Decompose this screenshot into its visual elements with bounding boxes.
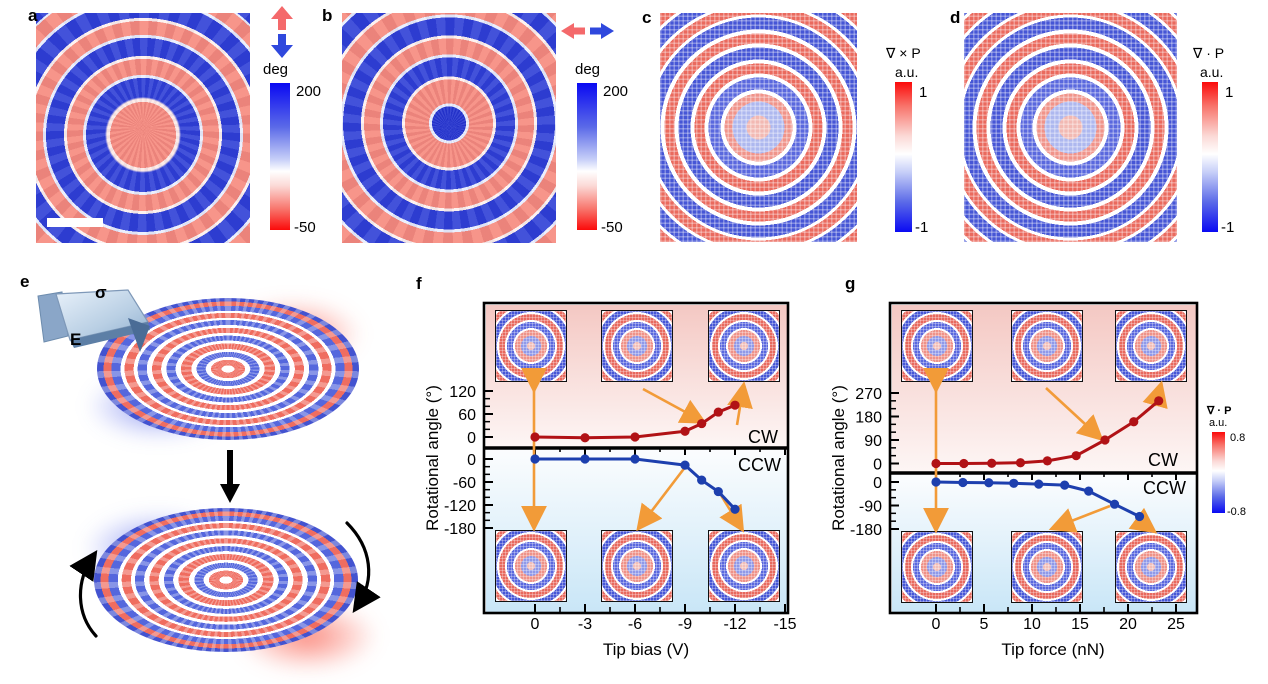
- svg-text:15: 15: [1071, 616, 1089, 633]
- panel-a-phase-image: [36, 13, 250, 243]
- chart-f-inset-ccw-1: [495, 530, 567, 602]
- chart-f-inset-ccw-3: [708, 530, 780, 602]
- panel-g-colorbar-units: a.u.: [1209, 417, 1228, 429]
- chart-f-yaxis-title: Rotational angle (°): [423, 385, 442, 531]
- chart-f-cw-label: CW: [748, 427, 778, 447]
- svg-text:270: 270: [855, 386, 882, 403]
- chart-g-inset-ccw-2: [1011, 531, 1083, 603]
- chart-g-inset-cw-3: [1115, 310, 1187, 382]
- panel-d-colorbar-min: -1: [1221, 219, 1235, 236]
- svg-text:-9: -9: [678, 616, 692, 633]
- panel-g-label: g: [845, 274, 856, 293]
- svg-text:-120: -120: [444, 498, 476, 515]
- chart-g-ccw-label: CCW: [1143, 478, 1186, 498]
- svg-text:25: 25: [1167, 616, 1185, 633]
- svg-text:20: 20: [1119, 616, 1137, 633]
- vertical-double-arrow-icon: [271, 6, 293, 58]
- svg-text:-180: -180: [444, 521, 476, 538]
- panel-b-colorbar-gradient: [577, 83, 597, 230]
- chart-g-inset-cw-1: [901, 310, 973, 382]
- panel-a-colorbar-min: -50: [294, 219, 316, 236]
- panel-f-label: f: [416, 274, 422, 293]
- svg-text:180: 180: [855, 410, 882, 427]
- panel-b-phase-image: [342, 13, 556, 243]
- panel-d-label: d: [950, 8, 961, 27]
- chart-f-inset-cw-2: [601, 310, 673, 382]
- panel-d-colorbar-title: ∇ · P: [1193, 45, 1225, 61]
- stress-sigma-label: σ: [95, 283, 107, 302]
- svg-text:0: 0: [873, 457, 882, 474]
- panel-b-colorbar-max: 200: [603, 83, 629, 100]
- polar-spiral-rotated: [94, 508, 358, 652]
- efield-label: E: [70, 330, 82, 349]
- panel-c-colorbar-title: ∇ × P: [886, 45, 921, 61]
- svg-text:5: 5: [980, 616, 989, 633]
- svg-text:90: 90: [864, 433, 882, 450]
- panel-c-label: c: [642, 8, 652, 27]
- svg-text:-90: -90: [859, 499, 882, 516]
- down-arrow: [220, 450, 240, 503]
- svg-text:0: 0: [932, 616, 941, 633]
- panel-a-colorbar-title: deg: [263, 61, 289, 78]
- polar-spiral-initial: [97, 298, 359, 440]
- panel-a-colorbar-gradient: [270, 83, 290, 230]
- panel-d-colorbar-units: a.u.: [1200, 64, 1224, 80]
- svg-text:0: 0: [467, 430, 476, 447]
- panel-b-colorbar-title: deg: [575, 61, 601, 78]
- svg-text:-60: -60: [453, 475, 476, 492]
- panel-d-colorbar-gradient: [1202, 82, 1218, 232]
- panel-c-curl-image: [660, 13, 857, 242]
- chart-f-ccw-label: CCW: [738, 455, 781, 475]
- chart-g-inset-cw-2: [1011, 310, 1083, 382]
- panel-g-colorbar-min: -0.8: [1227, 506, 1246, 518]
- chart-f-inset-cw-1: [495, 310, 567, 382]
- chart-f-xaxis-title: Tip bias (V): [602, 640, 690, 659]
- panel-e-label: e: [20, 272, 30, 291]
- scale-bar: [47, 218, 103, 227]
- svg-text:0: 0: [531, 616, 540, 633]
- svg-text:0: 0: [873, 475, 882, 492]
- panel-g-colorbar-gradient: [1212, 432, 1225, 513]
- chart-g-yaxis-title: Rotational angle (°): [829, 385, 848, 531]
- svg-text:-3: -3: [578, 616, 592, 633]
- chart-f-inset-cw-3: [708, 310, 780, 382]
- panel-c-colorbar-max: 1: [919, 84, 928, 101]
- svg-text:10: 10: [1023, 616, 1041, 633]
- svg-text:0: 0: [467, 452, 476, 469]
- chart-g-inset-ccw-3: [1115, 531, 1187, 603]
- panel-c-colorbar-units: a.u.: [895, 64, 919, 80]
- svg-text:-6: -6: [628, 616, 642, 633]
- chart-g-inset-ccw-1: [901, 531, 973, 603]
- svg-text:-180: -180: [850, 522, 882, 539]
- svg-text:60: 60: [458, 407, 476, 424]
- svg-text:-15: -15: [773, 616, 796, 633]
- panel-b-colorbar-min: -50: [601, 219, 623, 236]
- panel-g-colorbar-title: ∇ · P: [1207, 405, 1232, 417]
- panel-a-label: a: [28, 6, 38, 25]
- chart-g-cw-label: CW: [1148, 450, 1178, 470]
- panel-g-colorbar-max: 0.8: [1230, 432, 1246, 444]
- panel-b-label: b: [322, 6, 333, 25]
- horizontal-double-arrow-icon: [561, 23, 614, 39]
- panel-d-divergence-image: [964, 13, 1177, 242]
- panel-c-colorbar-gradient: [895, 82, 912, 232]
- chart-f-inset-ccw-2: [601, 530, 673, 602]
- panel-a-colorbar-max: 200: [296, 83, 322, 100]
- panel-d-colorbar-max: 1: [1225, 84, 1234, 101]
- svg-text:120: 120: [449, 384, 476, 401]
- svg-text:-12: -12: [723, 616, 746, 633]
- panel-c-colorbar-min: -1: [915, 219, 929, 236]
- chart-g-xaxis-title: Tip force (nN): [1001, 640, 1105, 659]
